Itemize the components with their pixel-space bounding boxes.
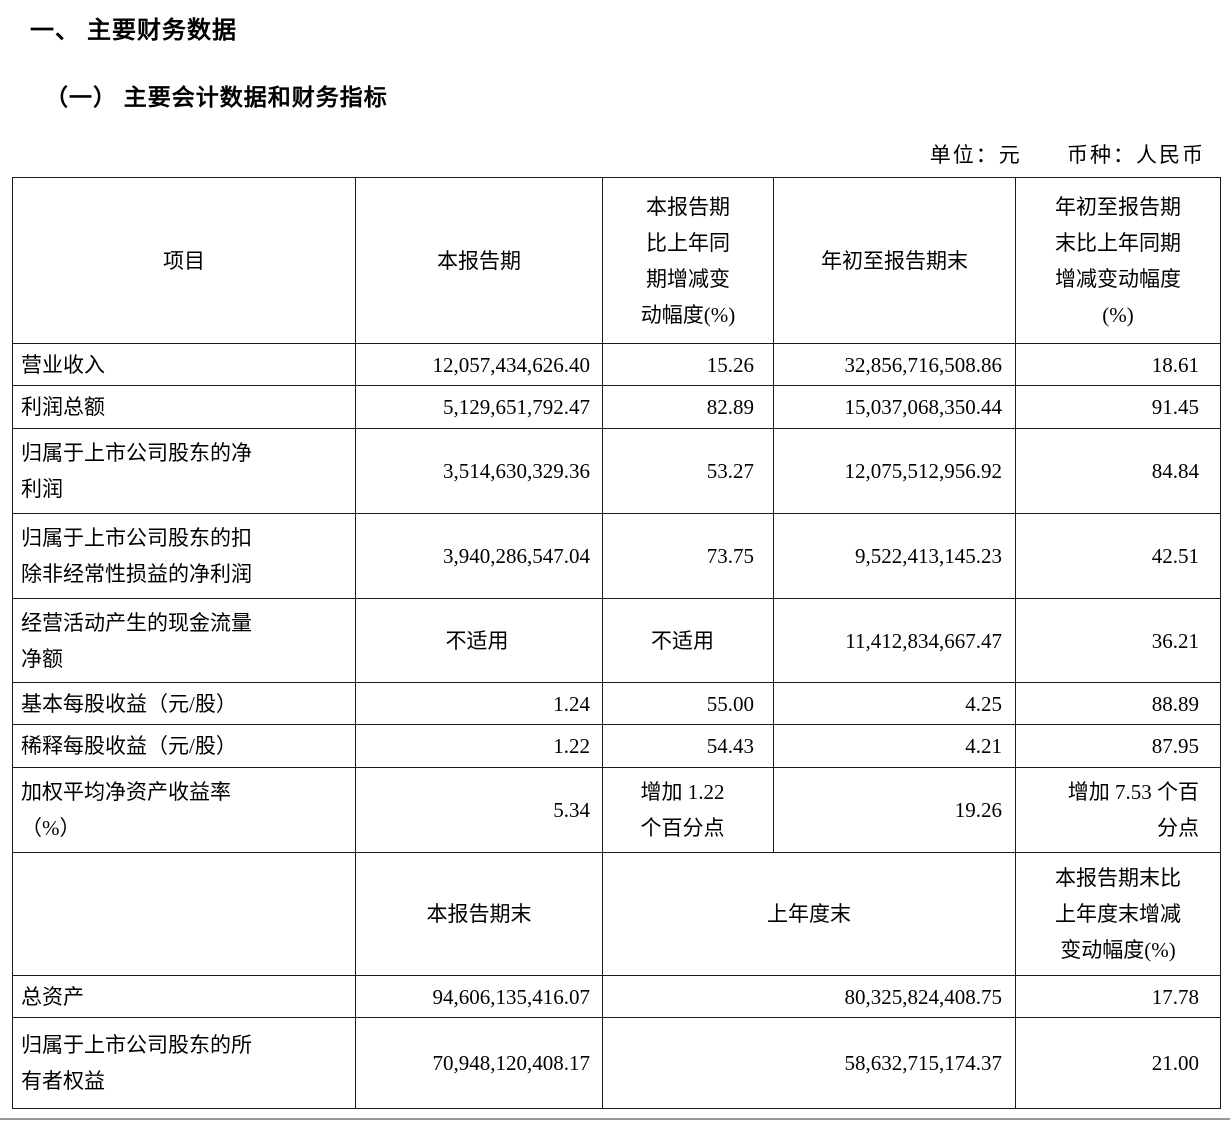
table-row: 利润总额 5,129,651,792.47 82.89 15,037,068,350.… [12,385,1221,429]
table-row: 归属于上市公司股东的扣 除非经常性损益的净利润 3,940,286,547.04 7… [12,513,1221,599]
current-period-cell: 5.34 [355,767,603,853]
ytd-cell: 19.26 [773,767,1016,853]
ytd-cell: 11,412,834,667.47 [773,598,1016,683]
subheader-change: 本报告期末比 上年度末增减 变动幅度(%) [1015,852,1221,976]
current-period-cell: 12,057,434,626.40 [355,343,603,386]
row-label-cell: 利润总额 [12,385,356,429]
row-label-cell: 营业收入 [12,343,356,386]
ytd-cell: 12,075,512,956.92 [773,428,1016,514]
row-label-cell: 加权平均净资产收益率 （%） [12,767,356,853]
ytd-change-cell: 87.95 [1015,724,1221,768]
prior-year-end-cell: 80,325,824,408.75 [602,975,1016,1018]
row-label-cell: 稀释每股收益（元/股） [12,724,356,768]
table-row: 归属于上市公司股东的所 有者权益 70,948,120,408.17 58,632,… [12,1017,1221,1109]
subheader-current-period-end: 本报告期末 [355,852,603,976]
table-row: 加权平均净资产收益率 （%） 5.34 增加 1.22 个百分点 19.26 增加 7.… [12,767,1221,853]
current-period-change-cell: 73.75 [602,513,774,599]
header-ytd-change: 年初至报告期 末比上年同期 增减变动幅度 (%) [1015,177,1221,344]
ytd-cell: 4.25 [773,682,1016,725]
current-period-cell: 3,514,630,329.36 [355,428,603,514]
unit-note: 单位：元 [929,143,1022,167]
current-period-change-cell: 53.27 [602,428,774,514]
ytd-change-cell: 18.61 [1015,343,1221,386]
row-label-cell: 经营活动产生的现金流量 净额 [12,598,356,683]
ytd-change-cell: 增加 7.53 个百 分点 [1015,767,1221,853]
ytd-change-cell: 88.89 [1015,682,1221,725]
ytd-change-cell: 42.51 [1015,513,1221,599]
current-period-cell: 3,940,286,547.04 [355,513,603,599]
row-label-cell: 总资产 [12,975,356,1018]
currency-note: 币种：人民币 [1067,143,1205,167]
current-period-cell: 5,129,651,792.47 [355,385,603,429]
subheader-prior-year-end: 上年度末 [602,852,1016,976]
financial-indicators-table: 项目 本报告期 本报告期 比上年同 期增减变 动幅度(%) 年初至报告期末 年初… [12,177,1221,1109]
row-label-cell: 归属于上市公司股东的净 利润 [12,428,356,514]
current-period-cell: 不适用 [355,598,603,683]
current-period-change-cell: 增加 1.22 个百分点 [602,767,774,853]
subheader-item [12,852,356,976]
header-current-period-change: 本报告期 比上年同 期增减变 动幅度(%) [602,177,774,344]
ytd-change-cell: 84.84 [1015,428,1221,514]
ytd-change-cell: 36.21 [1015,598,1221,683]
row-label-cell: 基本每股收益（元/股） [12,682,356,725]
current-period-cell: 1.22 [355,724,603,768]
table-row: 基本每股收益（元/股） 1.24 55.00 4.25 88.89 [12,682,1221,725]
ytd-cell: 4.21 [773,724,1016,768]
ytd-cell: 9,522,413,145.23 [773,513,1016,599]
table-subheader-row: 本报告期末 上年度末 本报告期末比 上年度末增减 变动幅度(%) [12,852,1221,976]
current-period-change-cell: 55.00 [602,682,774,725]
current-period-end-cell: 70,948,120,408.17 [355,1017,603,1109]
row-label-cell: 归属于上市公司股东的扣 除非经常性损益的净利润 [12,513,356,599]
current-period-change-cell: 82.89 [602,385,774,429]
current-period-change-cell: 不适用 [602,598,774,683]
header-current-period: 本报告期 [355,177,603,344]
table-row: 归属于上市公司股东的净 利润 3,514,630,329.36 53.27 12,07… [12,428,1221,514]
header-item: 项目 [12,177,356,344]
current-period-change-cell: 54.43 [602,724,774,768]
period-change-cell: 17.78 [1015,975,1221,1018]
table-row: 经营活动产生的现金流量 净额 不适用 不适用 11,412,834,667.47 36.… [12,598,1221,683]
header-ytd: 年初至报告期末 [773,177,1016,344]
table-row: 总资产 94,606,135,416.07 80,325,824,408.75 17.… [12,975,1221,1018]
period-change-cell: 21.00 [1015,1017,1221,1109]
ytd-change-cell: 91.45 [1015,385,1221,429]
page-bottom-rule [0,1118,1230,1120]
table-header-row: 项目 本报告期 本报告期 比上年同 期增减变 动幅度(%) 年初至报告期末 年初… [12,177,1221,344]
current-period-change-cell: 15.26 [602,343,774,386]
prior-year-end-cell: 58,632,715,174.37 [602,1017,1016,1109]
row-label-cell: 归属于上市公司股东的所 有者权益 [12,1017,356,1109]
subsection-title: （一） 主要会计数据和财务指标 [45,85,388,110]
unit-currency-note: 单位：元 币种：人民币 [930,139,1205,169]
current-period-cell: 1.24 [355,682,603,725]
ytd-cell: 15,037,068,350.44 [773,385,1016,429]
table-row: 稀释每股收益（元/股） 1.22 54.43 4.21 87.95 [12,724,1221,768]
table-row: 营业收入 12,057,434,626.40 15.26 32,856,716,508… [12,343,1221,386]
ytd-cell: 32,856,716,508.86 [773,343,1016,386]
current-period-end-cell: 94,606,135,416.07 [355,975,603,1018]
section-title: 一、 主要财务数据 [30,18,237,44]
